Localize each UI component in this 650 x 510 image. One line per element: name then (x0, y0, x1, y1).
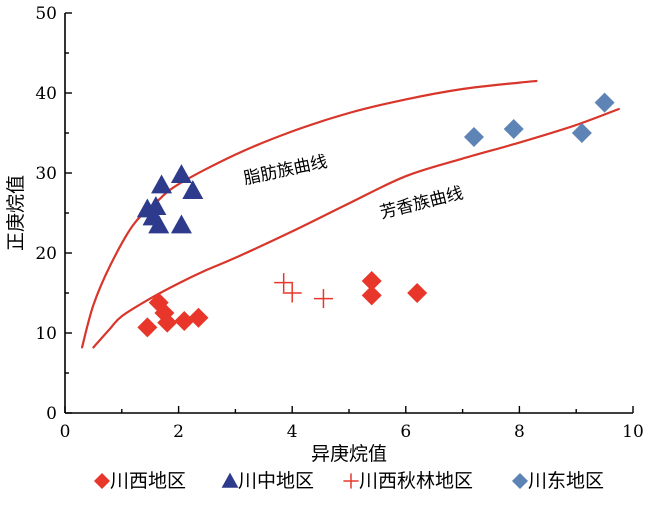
data-point (170, 164, 192, 183)
data-point (137, 317, 158, 338)
x-tick-label: 4 (287, 422, 298, 442)
legend: 川西地区 川中地区 川西秋林地区 川东地区 (94, 470, 604, 492)
x-axis-title: 异庚烷值 (311, 443, 387, 465)
data-point (594, 92, 615, 113)
data-point (463, 127, 484, 147)
data-point (503, 119, 524, 139)
x-tick-label: 10 (622, 422, 644, 442)
data-point (182, 180, 204, 199)
data-point (188, 307, 209, 328)
y-tick-label: 10 (35, 324, 57, 344)
curve-label: 芳香族曲线 (378, 183, 465, 223)
x-tick-label: 6 (400, 422, 411, 442)
legend-label: 川中地区 (238, 470, 314, 492)
data-points (136, 92, 615, 338)
x-tick-label: 2 (173, 422, 184, 442)
data-point (571, 123, 592, 143)
x-tick-label: 8 (514, 422, 525, 442)
curve-line (80, 79, 538, 349)
data-point (361, 271, 382, 291)
y-tick-label: 20 (35, 244, 57, 264)
legend-marker (221, 472, 239, 488)
curve-line (92, 107, 620, 349)
data-point (170, 214, 192, 234)
data-point (361, 285, 382, 306)
data-point (157, 312, 178, 333)
legend-marker (512, 473, 528, 489)
curve-label: 脂肪族曲线 (242, 152, 329, 189)
y-tick-label: 50 (35, 4, 57, 24)
data-point (274, 273, 294, 293)
data-point (407, 283, 428, 303)
data-point (151, 174, 173, 194)
legend-marker (94, 473, 110, 489)
y-tick-label: 0 (46, 404, 57, 424)
y-axis-title: 正庚烷值 (5, 175, 27, 251)
data-point (174, 311, 195, 331)
data-point (282, 283, 302, 303)
data-point (313, 289, 333, 309)
data-point (145, 196, 167, 215)
data-point (148, 214, 170, 234)
legend-marker (343, 473, 359, 489)
y-tick-label: 30 (35, 164, 57, 184)
legend-label: 川西秋林地区 (359, 470, 473, 492)
legend-label: 川东地区 (528, 470, 604, 492)
legend-label: 川西地区 (110, 470, 186, 492)
x-tick-label: 0 (60, 422, 71, 442)
ticks: 0 2 4 6 8 10 0 10 20 30 40 50 (35, 4, 643, 442)
y-tick-label: 40 (35, 84, 57, 104)
